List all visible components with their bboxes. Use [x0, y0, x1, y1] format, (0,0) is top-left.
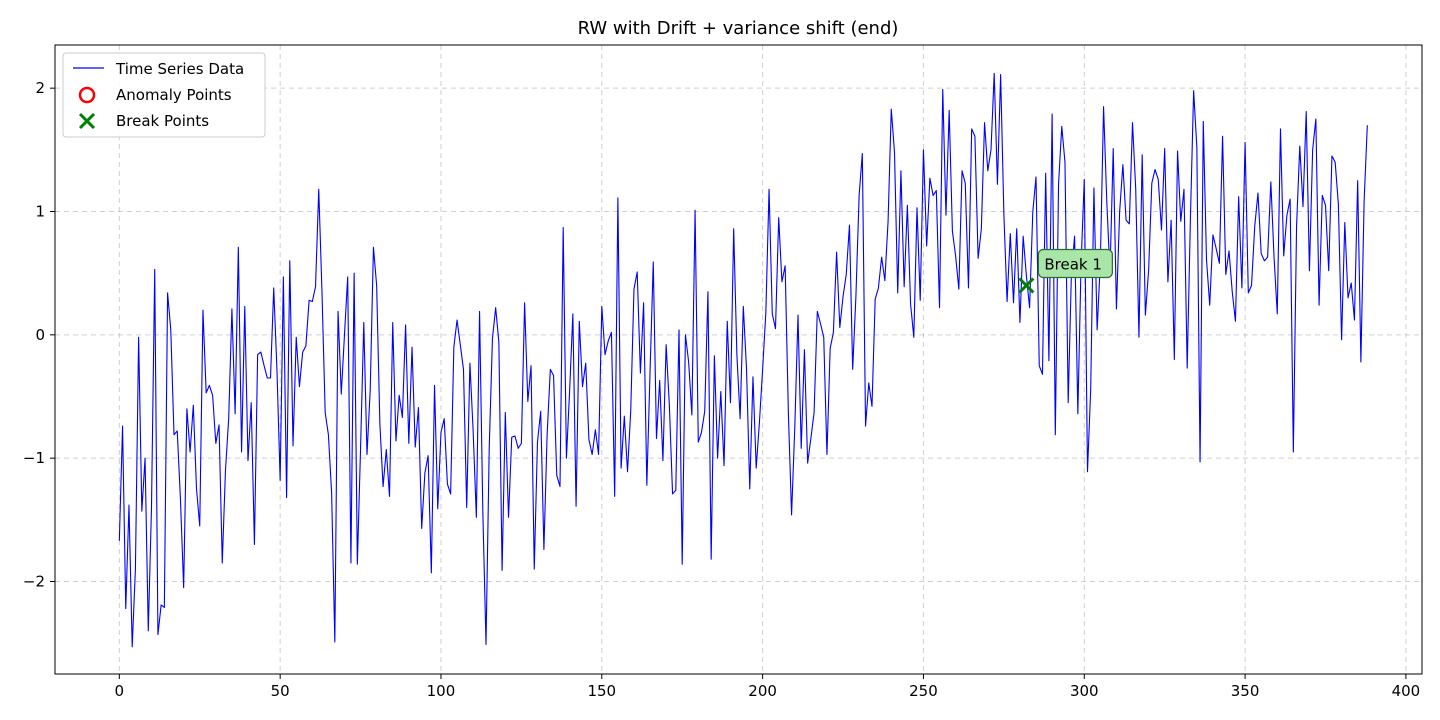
x-tick-label: 250	[909, 682, 938, 700]
x-tick-label: 400	[1392, 682, 1421, 700]
x-tick-label: 350	[1231, 682, 1260, 700]
break-point-stroke	[1018, 277, 1035, 294]
y-tick-label: −1	[23, 449, 45, 467]
series-layer	[118, 72, 1368, 648]
x-tick-label: 50	[271, 682, 290, 700]
x-tick-label: 200	[748, 682, 777, 700]
legend-label-break: Break Points	[116, 112, 209, 130]
break-point-marker	[1018, 277, 1035, 294]
y-tick-label: 1	[35, 203, 45, 221]
plot-frame	[54, 44, 1423, 675]
legend: Time Series Data Anomaly Points Break Po…	[62, 52, 266, 138]
y-tick-label: 2	[35, 79, 45, 97]
x-tick-label: 150	[587, 682, 616, 700]
break-annotation-label: Break 1	[1044, 256, 1102, 274]
tick-layer: 0 50 100 150 200 250 300 350 400 −2 −1 0 1 2	[23, 79, 1420, 700]
x-tick-label: 100	[427, 682, 456, 700]
break-annotation: Break 1	[1037, 248, 1113, 279]
annotation-layer: Break 1	[1037, 248, 1113, 279]
break-annotation-box	[1037, 248, 1113, 279]
x-tick-label: 300	[1070, 682, 1099, 700]
y-tick-label: 0	[35, 326, 45, 344]
series-line-time-series-data	[118, 72, 1368, 648]
chart-title: RW with Drift + variance shift (end)	[578, 18, 899, 39]
legend-label-anomaly: Anomaly Points	[116, 86, 232, 104]
marker-layer	[1018, 277, 1035, 294]
x-tick-label: 0	[115, 682, 125, 700]
legend-box	[62, 52, 266, 138]
legend-x-swatch	[78, 112, 96, 130]
y-tick-label: −2	[23, 573, 45, 591]
legend-label-series: Time Series Data	[115, 60, 244, 78]
legend-circle-swatch	[78, 86, 96, 104]
